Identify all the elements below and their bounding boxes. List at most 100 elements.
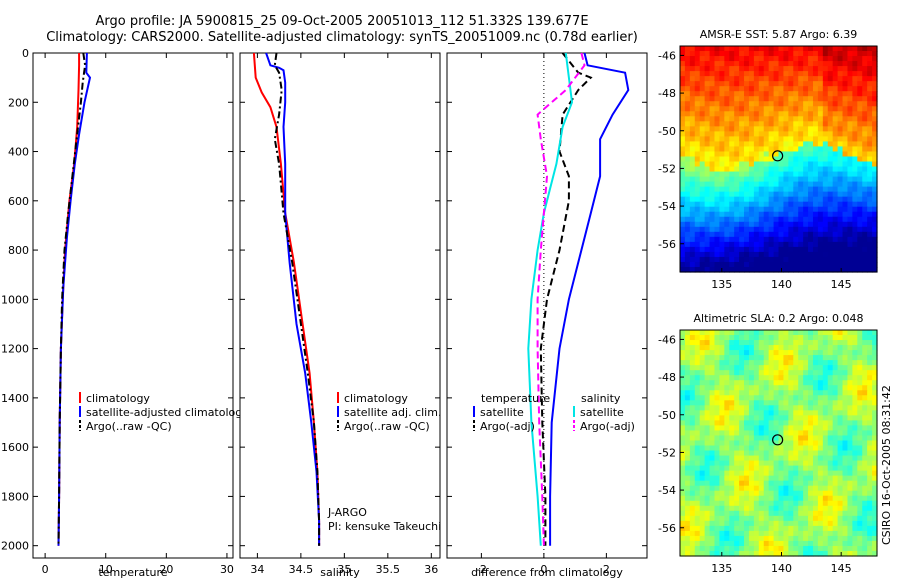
sla_map-cell <box>768 365 775 371</box>
sst_map-cell <box>817 146 824 153</box>
sla_map-cell <box>689 390 696 396</box>
sst_map-cell <box>753 266 760 273</box>
sst_map-cell <box>719 186 725 193</box>
sst_map-cell <box>689 86 696 92</box>
sst_map-cell <box>822 96 829 102</box>
sla_map-cell <box>847 345 853 351</box>
sla_map-cell <box>783 470 789 477</box>
sla_map-cell <box>729 375 735 381</box>
sst_map-cell <box>832 46 839 52</box>
sla_map-cell <box>862 470 868 477</box>
sla_map-cell <box>704 340 711 346</box>
sst_map-cell <box>847 236 853 243</box>
salinity-legend-label: Argo(..raw -QC) <box>344 420 430 433</box>
sla_map-cell <box>729 350 735 356</box>
sla_map-cell <box>798 395 804 401</box>
sst_map-cell <box>724 206 730 213</box>
sst_map-cell <box>817 91 824 97</box>
sst_map-cell <box>832 246 839 253</box>
sst_map-cell <box>729 71 735 77</box>
sla_map-cell <box>768 530 775 537</box>
sst_map-cell <box>857 216 863 223</box>
sst_map-cell <box>837 176 844 183</box>
sla_map-cell <box>763 475 770 482</box>
sla_map-cell <box>753 330 760 336</box>
sla_map-cell <box>778 355 785 361</box>
sla_map-cell <box>798 520 804 527</box>
sst_map-cell <box>768 236 775 243</box>
sst_map-cell <box>847 106 853 112</box>
sst_map-cell <box>744 136 750 143</box>
sla_map-cell <box>778 410 785 416</box>
sst_map-cell <box>817 46 824 52</box>
sst_map-cell <box>763 46 770 52</box>
sla_map-cell <box>812 370 819 376</box>
sst_map-cell <box>768 181 775 188</box>
sla_map-cell <box>758 515 765 522</box>
sla_map-cell <box>798 385 804 391</box>
sst_map-cell <box>842 136 849 143</box>
sla_map-cell <box>744 340 750 346</box>
sst_map-cell <box>773 126 780 132</box>
sla_map-cell <box>704 420 711 427</box>
sst_map-cell <box>704 151 711 158</box>
sst_map-cell <box>729 86 735 92</box>
temperature-ytick-label: 1800 <box>1 490 29 503</box>
sla_map-cell <box>822 455 829 462</box>
sla_map-cell <box>680 550 686 557</box>
sst_map-cell <box>714 106 720 112</box>
sla_map-cell <box>724 400 730 406</box>
sla_map-cell <box>709 395 716 401</box>
sla_map-cell <box>724 440 730 447</box>
sla_map-cell <box>832 365 839 371</box>
sla_map-cell <box>694 495 701 502</box>
sla_map-cell <box>862 375 868 381</box>
sst_map-cell <box>694 251 701 258</box>
sst_map-cell <box>768 86 775 92</box>
sla_map-cell <box>862 505 868 512</box>
sla_map-cell <box>714 465 720 472</box>
sla_map-cell <box>862 515 868 522</box>
sst_map-cell <box>753 246 760 253</box>
sla_map-cell <box>753 460 760 467</box>
sst_map-cell <box>753 251 760 258</box>
sst_map-cell <box>793 121 799 127</box>
sla_map-cell <box>857 500 863 507</box>
sst_map-cell <box>699 221 706 228</box>
sla_map-cell <box>753 540 760 547</box>
sst_map-cell <box>689 246 696 253</box>
sst_map-cell <box>852 161 858 168</box>
sla_map-cell <box>684 505 691 512</box>
sla_map-cell <box>803 415 809 421</box>
sla_map-cell <box>837 490 844 497</box>
sla_map-cell <box>753 385 760 391</box>
sst_map-cell <box>793 91 799 97</box>
sst_map-cell <box>862 211 868 218</box>
sla_map-cell <box>719 420 725 427</box>
sla_map-cell <box>719 345 725 351</box>
sla_map-cell <box>808 450 814 457</box>
sst_map-cell <box>827 56 834 62</box>
sla_map-cell <box>788 330 794 336</box>
sst_map-cell <box>817 101 824 107</box>
sla_map-cell <box>739 470 745 477</box>
sla_map-cell <box>768 495 775 502</box>
sst_map-cell <box>812 71 819 77</box>
sla_map-cell <box>817 545 824 552</box>
sla_map-cell <box>832 425 839 432</box>
sst_map-cell <box>803 106 809 112</box>
sst_map-cell <box>694 256 701 263</box>
difference-series-3 <box>536 52 586 546</box>
sla_map-cell <box>808 455 814 462</box>
sst_map-cell <box>808 246 814 253</box>
sst_map-cell <box>699 216 706 223</box>
sst_map-cell <box>773 241 780 248</box>
sla_map-cell <box>694 375 701 381</box>
sla_map-cell <box>808 445 814 452</box>
sst_map-cell <box>808 231 814 238</box>
sst_map-cell <box>783 71 789 77</box>
sst_map-cell <box>847 81 853 87</box>
sst_map-cell <box>689 61 696 67</box>
sst_map-cell <box>808 221 814 228</box>
sla_map-cell <box>719 505 725 512</box>
